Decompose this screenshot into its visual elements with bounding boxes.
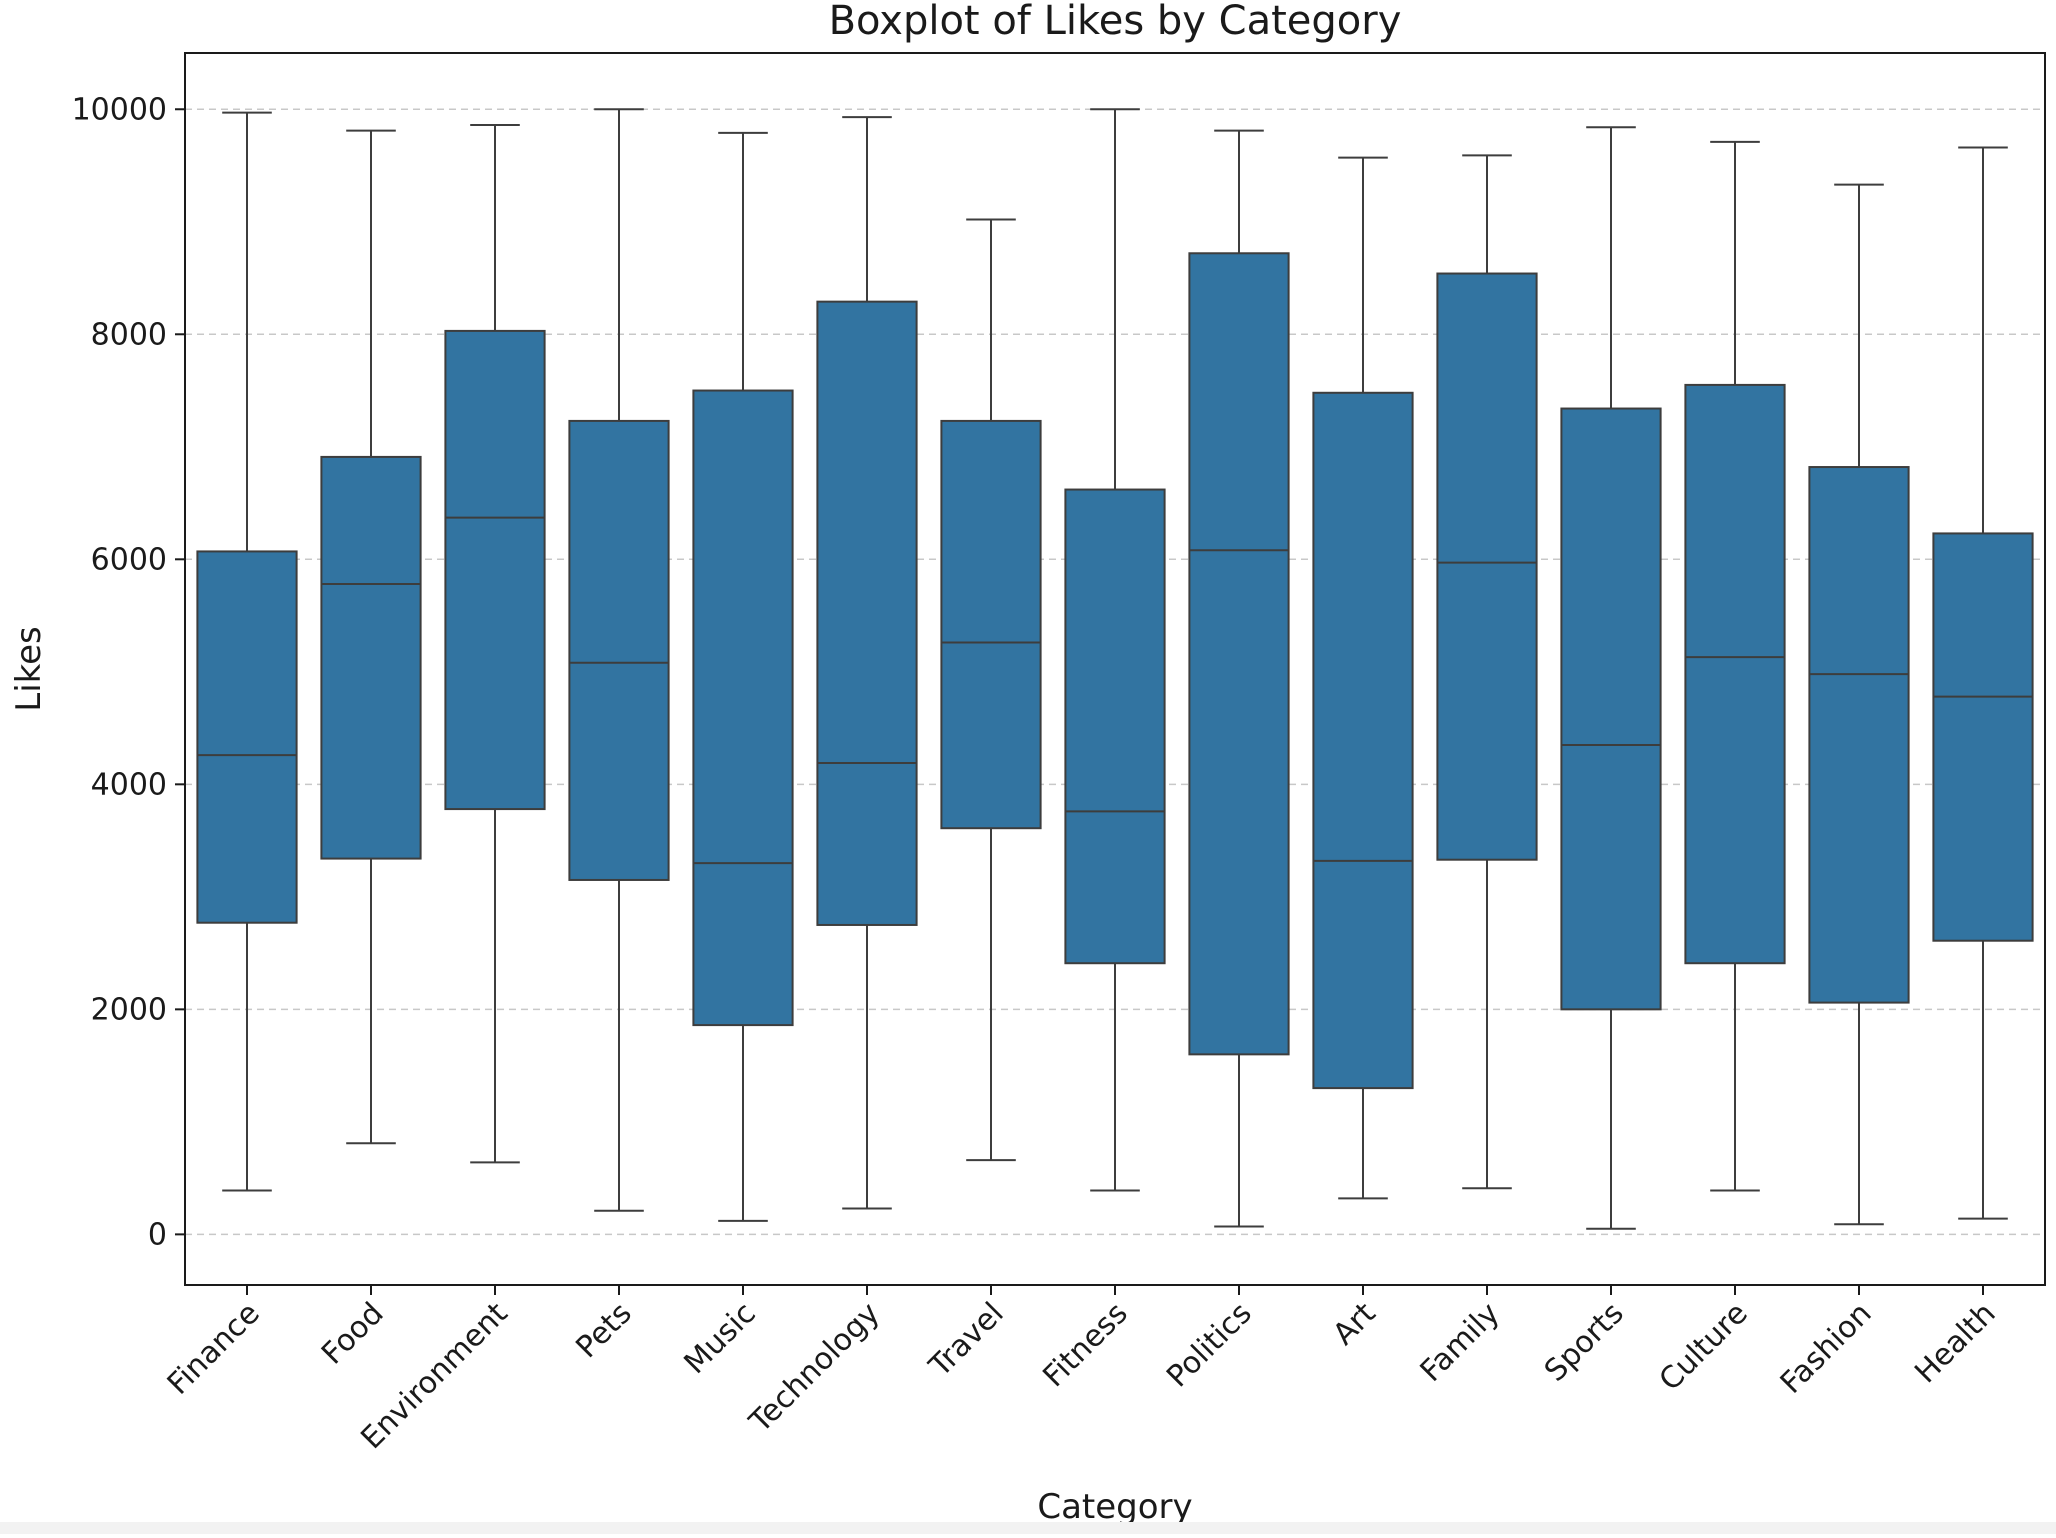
y-tick-label: 0 [148, 1217, 167, 1252]
x-tick-label-fitness: Fitness [1036, 1296, 1134, 1394]
box-food [320, 129, 422, 1145]
iqr-box [816, 300, 918, 926]
x-tick-label-politics: Politics [1160, 1296, 1258, 1394]
x-tick-label-travel: Travel [922, 1296, 1011, 1385]
iqr-box [320, 455, 422, 860]
chart-title: Boxplot of Likes by Category [829, 0, 1402, 44]
y-tick-label: 2000 [91, 992, 167, 1027]
x-tick-label-pets: Pets [569, 1296, 638, 1365]
box-fashion [1808, 183, 1910, 1226]
y-axis-label: Likes [9, 626, 49, 712]
x-axis-label: Category [1037, 1487, 1192, 1527]
x-tick-label-music: Music [678, 1296, 763, 1381]
box-pets [568, 108, 670, 1212]
box-music [692, 131, 794, 1222]
iqr-box [568, 419, 670, 881]
box-technology [816, 116, 918, 1210]
box-art [1312, 156, 1414, 1200]
iqr-box [1188, 252, 1290, 1056]
y-tick-label: 6000 [91, 542, 167, 577]
box-culture [1684, 140, 1786, 1192]
y-tick-label: 4000 [91, 767, 167, 802]
x-tick-label-art: Art [1326, 1296, 1382, 1352]
x-tick-label-family: Family [1414, 1296, 1507, 1389]
box-environment [444, 124, 546, 1164]
box-finance [196, 111, 298, 1192]
y-tick-label: 8000 [91, 317, 167, 352]
x-tick-label-technology: Technology [742, 1296, 886, 1440]
box-politics [1188, 129, 1290, 1228]
iqr-box [1808, 466, 1910, 1004]
iqr-box [1560, 407, 1662, 1011]
x-tick-label-sports: Sports [1538, 1296, 1631, 1389]
box-health [1932, 146, 2034, 1220]
y-axis-ticks: 0 2000 4000 6000 8000 10000 [72, 92, 185, 1252]
iqr-box [1684, 383, 1786, 965]
iqr-box [1932, 532, 2034, 942]
box-sports [1560, 126, 1662, 1230]
y-tick-label: 10000 [72, 92, 167, 127]
iqr-box [940, 419, 1042, 830]
iqr-box [196, 550, 298, 924]
x-tick-label-culture: Culture [1653, 1296, 1755, 1398]
iqr-box [692, 389, 794, 1027]
x-tick-label-finance: Finance [161, 1296, 267, 1402]
x-tick-label-fashion: Fashion [1774, 1296, 1879, 1401]
box-travel [940, 218, 1042, 1162]
box-fitness [1064, 108, 1166, 1192]
x-tick-label-food: Food [315, 1296, 391, 1372]
iqr-box [1064, 488, 1166, 965]
iqr-box [444, 329, 546, 811]
box-family [1436, 154, 1538, 1190]
iqr-box [1312, 391, 1414, 1090]
bottom-strip [0, 1522, 2056, 1534]
iqr-box [1436, 272, 1538, 861]
boxes [196, 108, 2034, 1230]
x-tick-label-health: Health [1908, 1296, 2002, 1390]
